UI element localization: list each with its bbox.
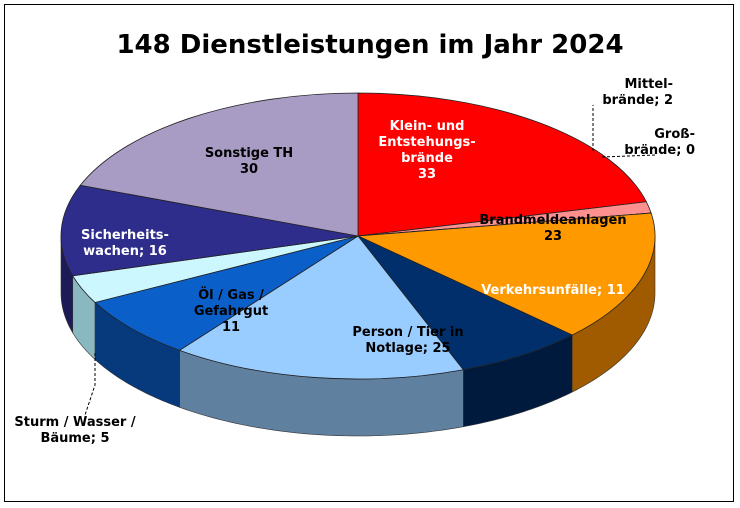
leader-line-2 [601, 154, 656, 158]
chart-title: 148 Dienstleistungen im Jahr 2024 [116, 30, 623, 60]
data-label-2: Groß-brände; 0 [624, 127, 695, 158]
pie-chart: 148 Dienstleistungen im Jahr 2024 Klein-… [14, 30, 695, 446]
pie-slice-0 [357, 92, 647, 237]
data-label-5: Person / Tier in Notlage; 25 [352, 325, 463, 356]
pie-slice-3 [356, 212, 656, 336]
leader-line-7 [84, 353, 96, 416]
pie-slice-5 [178, 235, 465, 380]
chart-frame: 148 Dienstleistungen im Jahr 2024 Klein-… [4, 4, 734, 502]
pie-slice-9 [79, 92, 359, 237]
pie-slice-6 [94, 235, 359, 351]
data-label-7: Sturm / Wasser / Bäume; 5 [14, 415, 135, 446]
data-label-6: Öl / Gas / Gefahrgut 11 [194, 287, 268, 335]
data-label-0: Klein- und Entstehungs-brände 33 [378, 119, 475, 182]
data-label-3: Brandmeldeanlagen 23 [479, 213, 626, 244]
pie-slice-4 [357, 235, 574, 371]
data-label-4: Verkehrsunfälle; 11 [481, 283, 625, 298]
data-label-9: Sonstige TH 30 [205, 146, 293, 177]
data-label-8: Sicherheits-wachen; 16 [81, 228, 169, 259]
data-label-1: Mittel-brände; 2 [602, 77, 673, 108]
pie-slice-8 [60, 184, 359, 277]
